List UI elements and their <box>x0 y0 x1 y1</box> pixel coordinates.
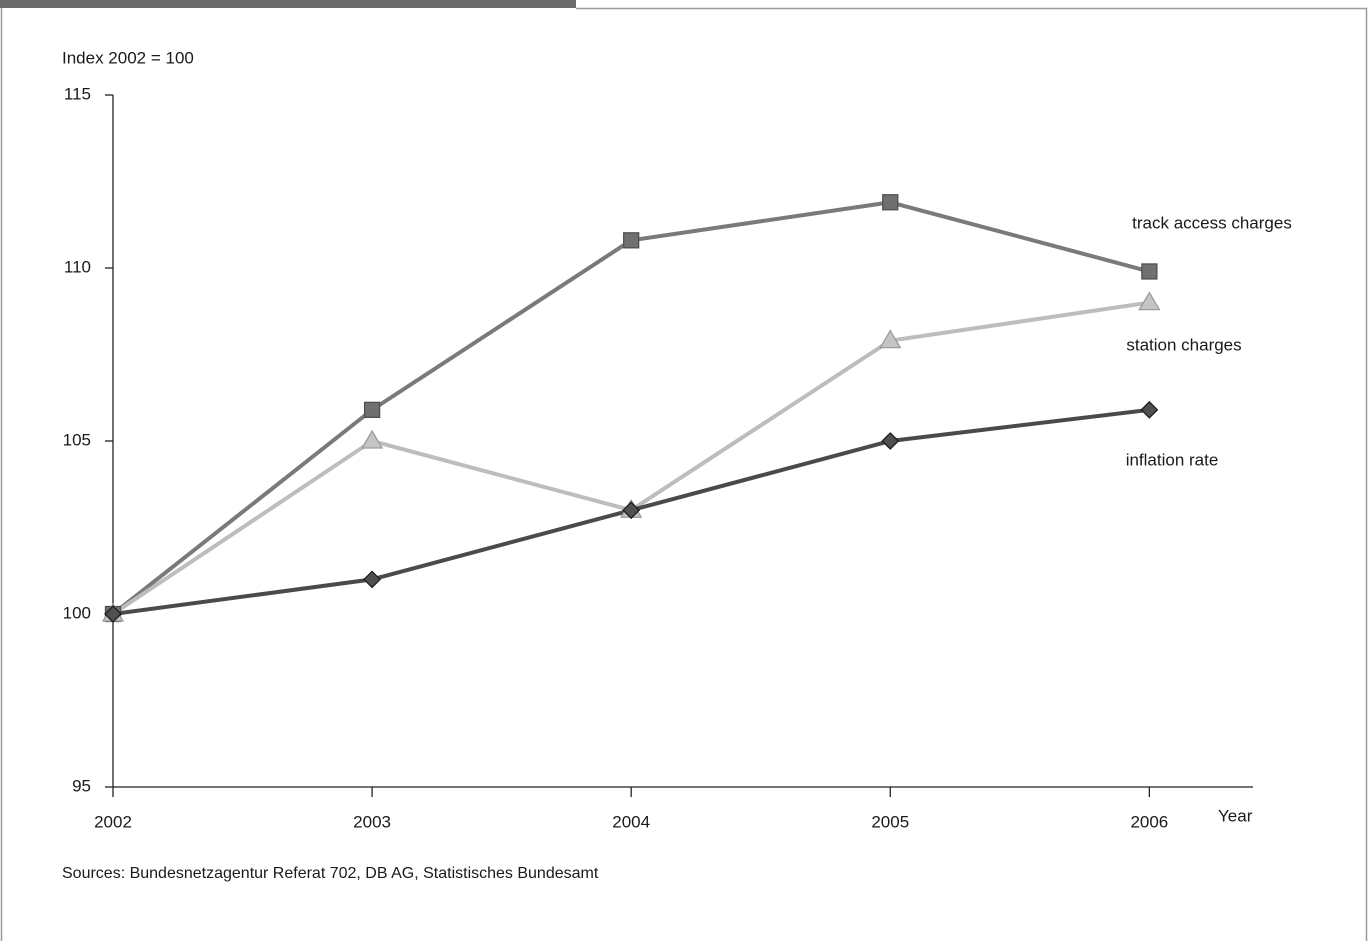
x-tick-label: 2006 <box>1130 812 1168 831</box>
source-note: Sources: Bundesnetzagentur Referat 702, … <box>62 865 599 882</box>
marker <box>1141 263 1158 280</box>
series-line <box>111 200 1150 616</box>
series-label: track access charges <box>1132 213 1292 232</box>
y-tick-label: 95 <box>72 776 91 795</box>
marker <box>363 401 381 419</box>
marker <box>104 605 122 623</box>
x-tick-label: 2003 <box>353 812 391 831</box>
marker <box>360 429 384 449</box>
y-tick-label: 105 <box>63 430 91 449</box>
x-axis-label: Year <box>1218 806 1253 825</box>
y-tick-label: 115 <box>64 84 91 103</box>
marker <box>879 329 902 349</box>
marker <box>623 232 640 249</box>
x-tick-label: 2005 <box>871 812 909 831</box>
frame <box>0 7 1368 941</box>
marker <box>1140 400 1159 419</box>
y-axis-label: Index 2002 = 100 <box>62 48 194 67</box>
header-tab <box>0 0 576 8</box>
x-tick-label: 2002 <box>94 812 132 831</box>
series-label: inflation rate <box>1126 450 1219 469</box>
marker <box>363 570 382 589</box>
series-line <box>111 300 1150 616</box>
y-tick-label: 100 <box>63 603 91 622</box>
y-tick-label: 110 <box>64 257 91 276</box>
marker <box>882 194 899 211</box>
series-label: station charges <box>1126 335 1241 354</box>
marker <box>622 501 641 520</box>
marker <box>881 432 900 450</box>
x-tick-label: 2004 <box>612 812 650 831</box>
marker <box>1138 291 1161 311</box>
